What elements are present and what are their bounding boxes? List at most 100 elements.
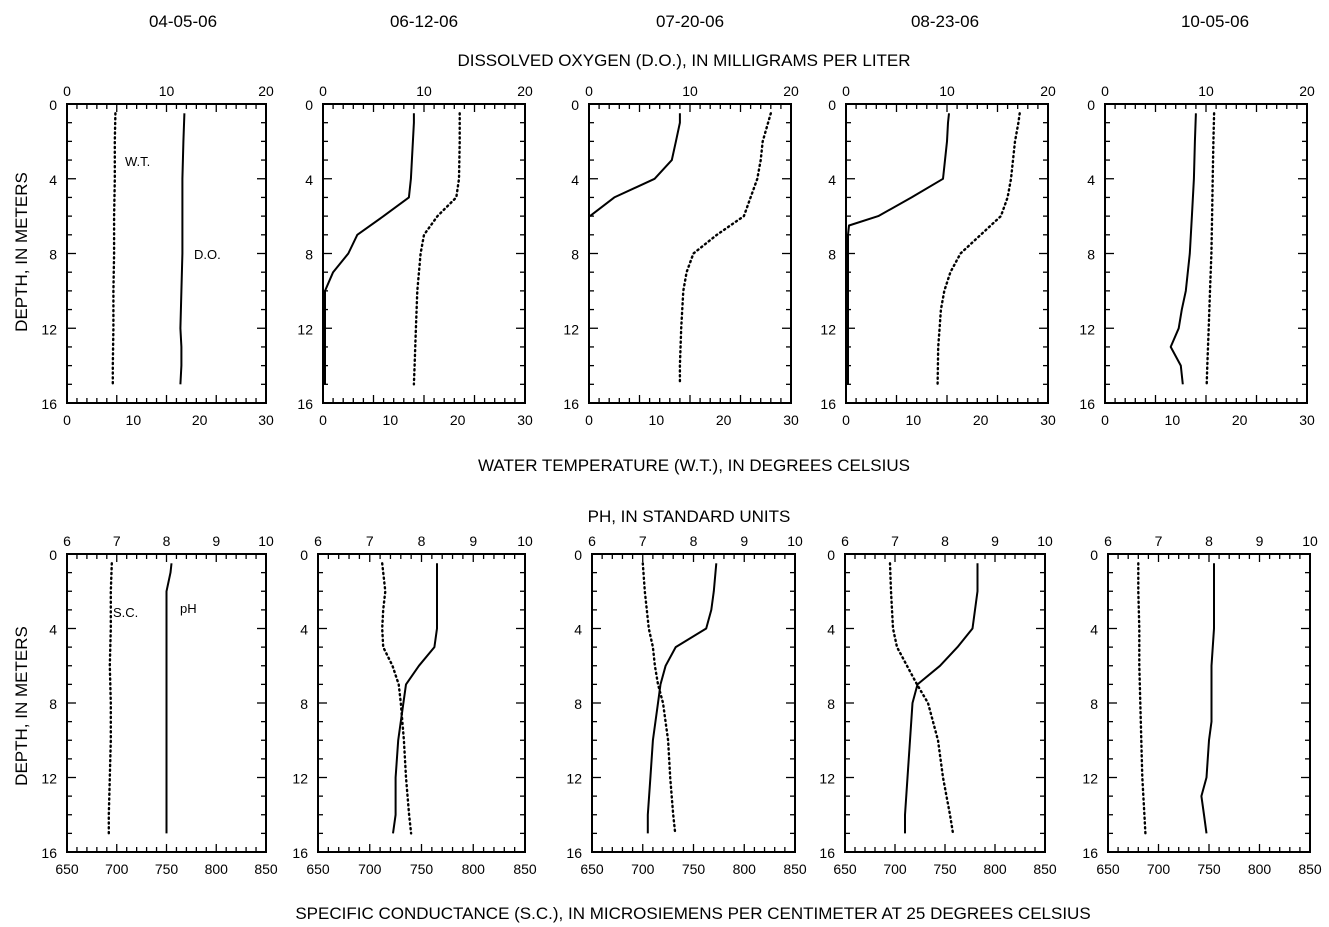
bottom-axis-tick-label: 10 xyxy=(1165,412,1181,428)
top-axis-tick-label: 8 xyxy=(163,533,171,549)
bottom-axis-tick-label: 850 xyxy=(1033,861,1057,877)
bottom-axis-tick-label: 20 xyxy=(1232,412,1248,428)
bottom-axis-tick-label: 650 xyxy=(580,861,604,877)
bottom-axis-tick-label: 30 xyxy=(258,412,274,428)
sc-profile-line xyxy=(1137,562,1147,835)
top-axis-tick-label: 20 xyxy=(517,83,533,99)
top-axis-tick-label: 6 xyxy=(314,533,322,549)
wt-profile-line xyxy=(936,112,1021,386)
do-profile-line xyxy=(324,113,415,385)
depth-tick-label: 12 xyxy=(1079,321,1095,337)
top-axis-tick-label: 7 xyxy=(366,533,374,549)
panel-top-1: 0 4 8 12 16 0 10 20 0 10 20 30 xyxy=(41,83,274,428)
bottom-axis-tick-label: 20 xyxy=(192,412,208,428)
top-axis-tick-label: 7 xyxy=(891,533,899,549)
wt-profile-line xyxy=(678,112,772,386)
top-axis-tick-label: 10 xyxy=(682,83,698,99)
depth-tick-label: 8 xyxy=(574,696,582,712)
depth-tick-label: 8 xyxy=(571,247,579,263)
depth-tick-label: 8 xyxy=(827,696,835,712)
top-axis-tick-label: 9 xyxy=(740,533,748,549)
depth-tick-label: 0 xyxy=(827,547,835,563)
top-axis-tick-label: 8 xyxy=(418,533,426,549)
depth-tick-label: 4 xyxy=(305,172,313,188)
top-axis-tick-label: 0 xyxy=(842,83,850,99)
top-axis-tick-label: 9 xyxy=(212,533,220,549)
sc-profile-line xyxy=(641,562,677,835)
depth-tick-label: 4 xyxy=(300,622,308,638)
depth-tick-label: 0 xyxy=(571,97,579,113)
top-axis-tick-label: 10 xyxy=(159,83,175,99)
depth-tick-label: 12 xyxy=(819,771,835,787)
date-label-4: 08-23-06 xyxy=(911,12,979,31)
depth-tick-label: 4 xyxy=(1090,622,1098,638)
bottom-axis-tick-label: 700 xyxy=(883,861,907,877)
plot-frame xyxy=(317,553,526,853)
plot-frame xyxy=(322,103,526,404)
panel-top-4: 0 4 8 12 16 0 10 20 0 10 20 30 xyxy=(820,83,1056,428)
top-axis-tick-label: 0 xyxy=(1101,83,1109,99)
date-label-5: 10-05-06 xyxy=(1181,12,1249,31)
sc-profile-line xyxy=(381,562,413,835)
top-axis-tick-label: 10 xyxy=(1198,83,1214,99)
bottom-axis-tick-label: 850 xyxy=(254,861,278,877)
bottom-axis-tick-label: 0 xyxy=(1101,412,1109,428)
top-axis-tick-label: 0 xyxy=(63,83,71,99)
depth-tick-label: 8 xyxy=(49,247,57,263)
top-axis-tick-label: 10 xyxy=(517,533,533,549)
top-axis-tick-label: 7 xyxy=(1155,533,1163,549)
date-label-3: 07-20-06 xyxy=(656,12,724,31)
depth-tick-label: 8 xyxy=(49,696,57,712)
depth-tick-label: 16 xyxy=(566,845,582,861)
ph-axis-title: PH, IN STANDARD UNITS xyxy=(588,507,791,526)
top-axis-tick-label: 10 xyxy=(939,83,955,99)
depth-tick-label: 8 xyxy=(828,247,836,263)
depth-tick-label: 4 xyxy=(1087,172,1095,188)
bottom-axis-tick-label: 800 xyxy=(983,861,1007,877)
sc-axis-title: SPECIFIC CONDUCTANCE (S.C.), IN MICROSIE… xyxy=(295,904,1090,923)
panel-bottom-5: 0 4 8 12 16 6 7 8 9 10 650 700 750 800 850 xyxy=(1082,533,1321,877)
depth-tick-label: 16 xyxy=(1079,396,1095,412)
depth-tick-label: 0 xyxy=(49,97,57,113)
depth-tick-label: 16 xyxy=(41,396,57,412)
top-axis-tick-label: 0 xyxy=(319,83,327,99)
depth-tick-label: 12 xyxy=(1082,771,1098,787)
bottom-axis-tick-label: 700 xyxy=(631,861,655,877)
bottom-axis-tick-label: 800 xyxy=(733,861,757,877)
top-axis-tick-label: 9 xyxy=(1256,533,1264,549)
depth-tick-label: 4 xyxy=(574,622,582,638)
depth-axis-title-top: DEPTH, IN METERS xyxy=(12,172,31,332)
depth-tick-label: 4 xyxy=(827,622,835,638)
do-profile-line xyxy=(1169,113,1197,385)
depth-tick-label: 12 xyxy=(292,771,308,787)
depth-tick-label: 12 xyxy=(563,321,579,337)
depth-axis-title-bottom: DEPTH, IN METERS xyxy=(12,626,31,786)
bottom-axis-tick-label: 650 xyxy=(1096,861,1120,877)
bottom-axis-tick-label: 0 xyxy=(63,412,71,428)
depth-tick-label: 4 xyxy=(571,172,579,188)
bottom-axis-tick-label: 850 xyxy=(513,861,537,877)
depth-tick-label: 16 xyxy=(41,845,57,861)
bottom-axis-tick-label: 750 xyxy=(1197,861,1221,877)
top-axis-tick-label: 10 xyxy=(258,533,274,549)
bottom-axis-tick-label: 850 xyxy=(1298,861,1322,877)
bottom-axis-tick-label: 650 xyxy=(306,861,330,877)
top-axis-tick-label: 6 xyxy=(63,533,71,549)
wt-profile-line xyxy=(1205,112,1216,386)
plot-frame xyxy=(844,553,1046,853)
bottom-axis-tick-label: 650 xyxy=(55,861,79,877)
top-axis-tick-label: 6 xyxy=(588,533,596,549)
depth-tick-label: 16 xyxy=(292,845,308,861)
depth-tick-label: 8 xyxy=(300,696,308,712)
ph-profile-line xyxy=(904,563,979,834)
bottom-axis-tick-label: 750 xyxy=(155,861,179,877)
depth-tick-label: 12 xyxy=(566,771,582,787)
bottom-axis-tick-label: 30 xyxy=(783,412,799,428)
panel-bottom-2: 0 4 8 12 16 6 7 8 9 10 650 700 750 800 850 xyxy=(292,533,536,877)
wt-axis-title: WATER TEMPERATURE (W.T.), IN DEGREES CEL… xyxy=(478,456,910,475)
ph-profile-line xyxy=(392,563,438,834)
depth-tick-label: 0 xyxy=(1087,97,1095,113)
depth-tick-label: 12 xyxy=(297,321,313,337)
do-series-label: D.O. xyxy=(194,247,221,262)
